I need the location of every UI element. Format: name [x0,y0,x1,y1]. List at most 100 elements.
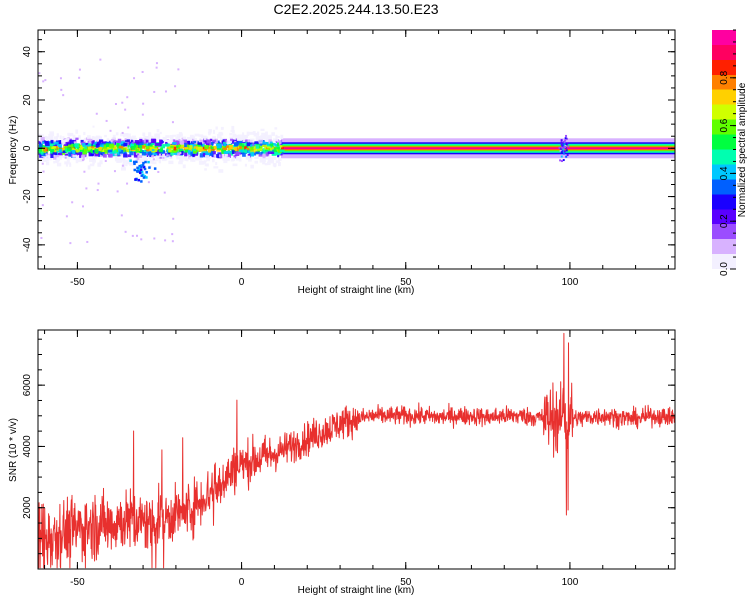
spectral-outlier [153,91,155,93]
spectral-blob [140,180,143,183]
spectral-cell [250,152,254,156]
spectral-cell [146,143,148,145]
spectral-outlier [79,69,81,71]
spectral-outlier [114,170,116,172]
spectral-cell [127,141,129,144]
snr-panel: -50050100200040006000 Height of straight… [8,330,675,596]
spectral-cell [245,164,247,167]
spectral-outlier [122,165,124,167]
y-tick-label: 4000 [22,435,33,458]
spectral-cell [119,158,124,161]
spectral-cell [68,145,73,148]
spectral-cell [257,132,259,136]
spectral-cell [232,134,236,137]
spectral-outlier [121,214,123,216]
y-tick-label: -20 [22,189,33,204]
x-tick-label: -50 [70,277,85,288]
spectral-cell [41,137,45,141]
spectral-blob [129,159,132,162]
spectral-cell [280,135,283,139]
spectral-cell [57,133,59,137]
spectral-cell [92,159,96,162]
spectral-outlier [165,90,167,92]
spectral-cell [210,130,212,133]
spectral-cell [225,157,230,161]
spectral-cell [179,141,184,143]
spectral-cell [266,158,268,160]
spectral-cell [263,155,266,158]
spectrogram-panel: -50050100-40-2002040 Height of straight … [8,30,675,296]
spectral-outlier [86,241,88,243]
spectral-cell [183,164,186,168]
spectral-cell [160,132,162,134]
spectral-cell [216,154,219,158]
spectral-outlier [97,183,99,185]
spectral-outlier [85,187,87,189]
spectral-outlier [62,94,64,96]
spectral-cell [104,135,107,137]
spectral-cell [223,143,226,146]
spectral-cell [204,138,207,140]
spectral-cell [223,147,227,150]
spectral-cell [49,131,54,133]
spectral-outlier [179,152,181,154]
spectrogram-y-label: Frequency (Hz) [8,116,19,185]
figure-svg: C2E2.2025.244.13.50.E23 -50050100-40-200… [0,0,750,600]
spectral-cell [59,135,61,139]
spectral-outlier [110,130,112,132]
spectral-cell [170,146,173,148]
spectral-cell [214,146,216,150]
spectral-cell [192,154,194,157]
spectral-outlier [127,127,129,129]
spectral-outlier [121,102,123,104]
spectral-cell [108,154,112,158]
spectral-cell [205,155,209,158]
spectral-cell [230,139,233,141]
spectral-cell [139,145,143,148]
spectral-cell [128,137,132,140]
spectral-cell [229,133,232,136]
spectral-cell [184,147,189,149]
spectral-cell [276,160,280,163]
spectral-cell [92,126,94,128]
spectral-outlier [124,109,126,111]
spectral-cell [70,133,73,136]
spectral-cell [152,149,155,151]
spectral-cell [148,132,151,136]
spectral-feature [566,149,568,151]
spectral-outlier [69,242,71,244]
spectral-blob [136,167,139,170]
spectral-outlier [40,237,42,239]
spectral-cell [136,149,139,152]
spectral-cell [131,146,135,150]
spectral-cell [91,154,94,156]
spectral-cell [96,136,101,139]
spectral-feature [561,139,563,141]
spectral-cell [94,149,98,153]
spectral-cell [80,146,83,150]
spectral-cell [72,155,77,158]
spectral-cell [70,140,74,144]
spectral-feature [561,144,563,146]
spectral-cell [57,163,61,167]
spectral-cell [244,149,247,153]
spectral-cell [187,137,190,141]
spectral-outlier [153,237,155,239]
spectral-outlier [117,190,119,192]
spectral-cell [277,142,279,146]
spectral-blob [141,174,144,177]
spectral-feature [564,140,566,142]
spectral-cell [179,132,182,136]
spectral-cell [142,133,145,136]
spectral-cell [184,143,187,147]
spectral-cell [155,159,159,161]
spectral-feature [563,159,565,161]
spectral-cell [165,144,170,146]
spectral-cell [65,138,69,142]
spectral-outlier [178,139,180,141]
spectral-cell [159,159,161,163]
spectral-outlier [140,238,142,240]
spectral-outlier [171,233,173,235]
spectral-cell [204,168,207,170]
spectral-blob [142,164,145,167]
